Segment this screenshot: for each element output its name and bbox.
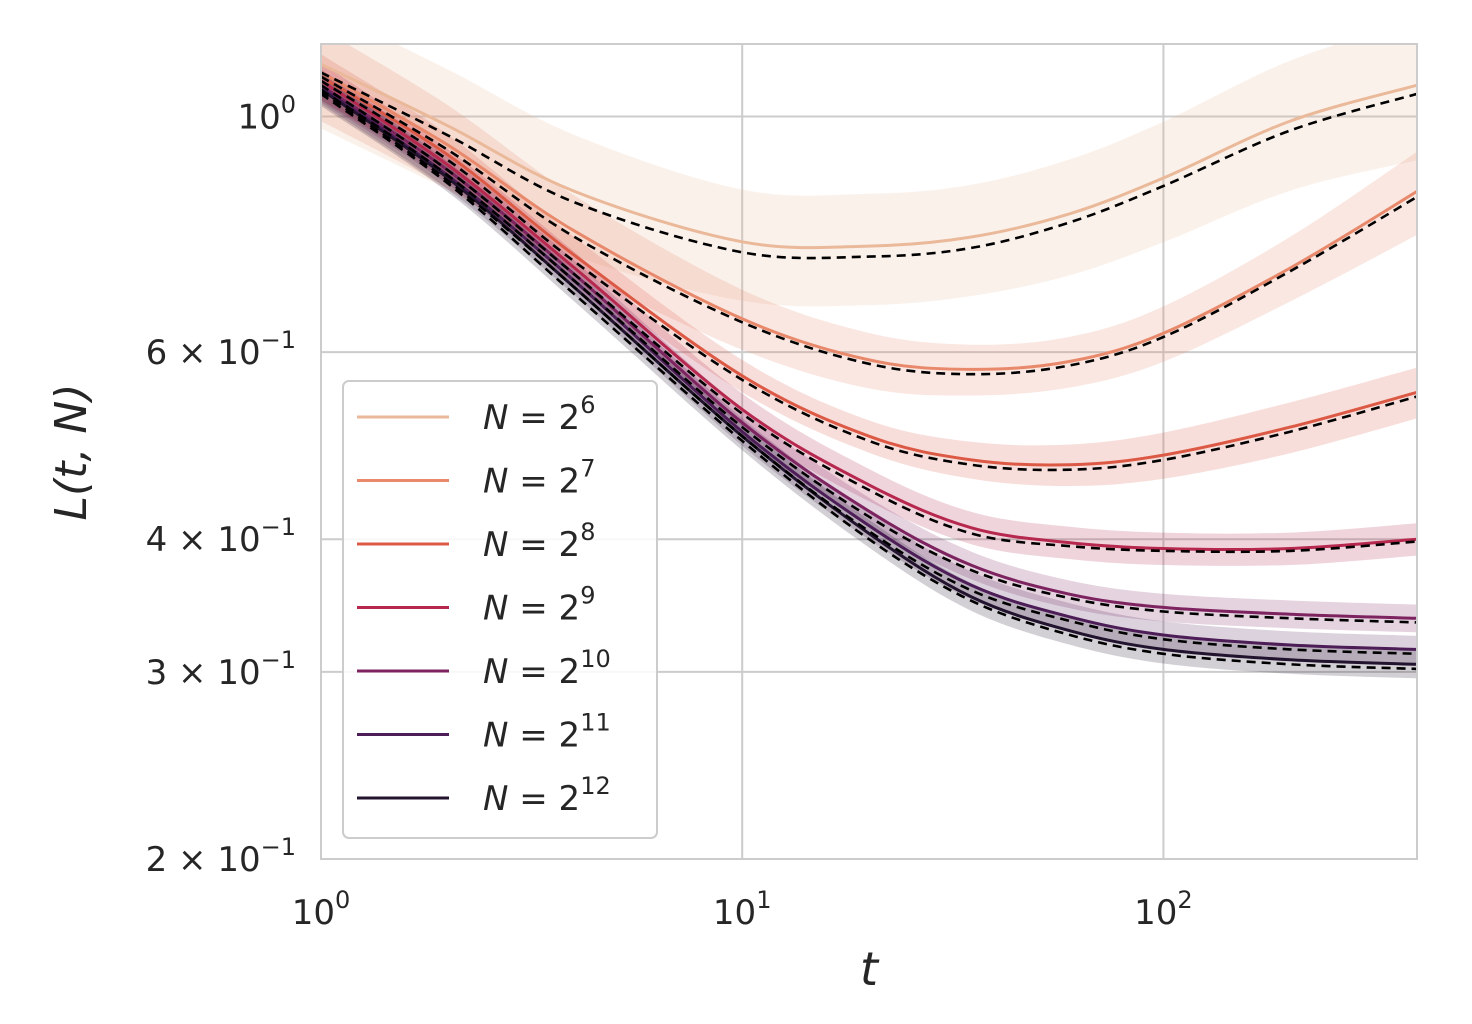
x-tick-label: 102 (1134, 886, 1193, 933)
plot-frame (320, 43, 1418, 860)
y-axis-label: L(t, N) (46, 384, 97, 521)
legend-label: N = 28 (483, 518, 595, 565)
band-series-10 (321, 69, 1417, 633)
line-series-11 (321, 86, 1417, 651)
legend-label: N = 29 (483, 582, 595, 629)
legend-label: N = 212 (483, 772, 611, 819)
fit-series-7 (321, 75, 1417, 376)
band-series-6 (321, 44, 1417, 307)
line-series-9 (321, 79, 1417, 551)
fit-series-12 (321, 92, 1417, 671)
legend-label: N = 211 (483, 709, 611, 756)
line-series-6 (321, 62, 1417, 250)
line-series-7 (321, 71, 1417, 371)
x-tick-label: 101 (713, 886, 772, 933)
fit-series-6 (321, 71, 1417, 260)
legend-label: N = 210 (483, 645, 611, 692)
y-tick-label: 2 × 10−1 (146, 833, 296, 880)
legend-box (342, 380, 658, 839)
fit-series-9 (321, 84, 1417, 554)
line-series-8 (321, 75, 1417, 467)
legend-label: N = 27 (483, 455, 595, 502)
fit-series-8 (321, 79, 1417, 472)
band-series-8 (321, 54, 1417, 486)
x-tick-label: 100 (292, 886, 351, 933)
legend: N = 26 N = 27 N = 28 N = 29 N = 210 N = 211 N … (342, 380, 658, 839)
fit-lines (321, 71, 1417, 671)
x-tick-labels: 100 101 102 (292, 886, 1193, 933)
y-tick-label: 6 × 10−1 (146, 326, 296, 373)
confidence-bands (321, 44, 1417, 679)
y-tick-label: 3 × 10−1 (146, 646, 296, 693)
fit-series-10 (321, 88, 1417, 624)
y-tick-labels: 100 6 × 10−1 4 × 10−1 3 × 10−1 2 × 10−1 (146, 90, 296, 880)
x-axis-label: t (860, 942, 880, 996)
legend-label: N = 26 (483, 391, 595, 438)
y-tick-label: 100 (237, 90, 296, 137)
y-tick-label: 4 × 10−1 (146, 513, 296, 560)
band-series-7 (321, 44, 1417, 396)
